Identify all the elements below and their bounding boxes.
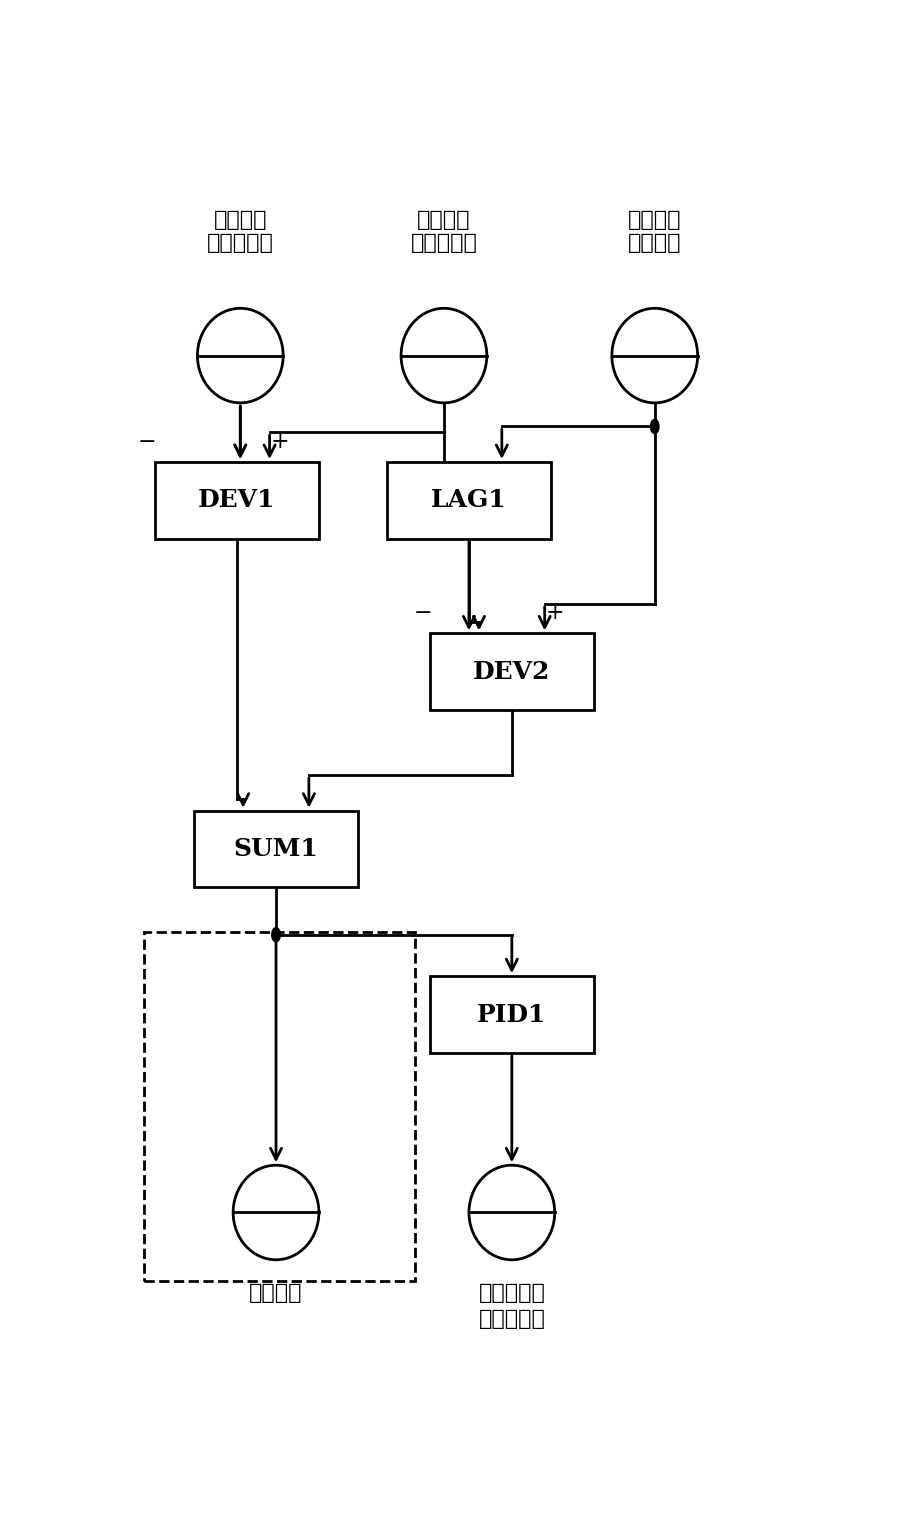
Bar <box>155 462 319 539</box>
Ellipse shape <box>401 309 487 402</box>
Text: 二级过热汽: 二级过热汽 <box>479 1283 545 1303</box>
Ellipse shape <box>612 309 698 402</box>
Circle shape <box>272 927 280 942</box>
Ellipse shape <box>197 309 283 402</box>
Text: −: − <box>413 602 431 623</box>
Text: 二级过热
汽温设定值: 二级过热 汽温设定值 <box>207 210 274 253</box>
Bar <box>430 976 594 1053</box>
Text: LAG1: LAG1 <box>431 488 507 513</box>
Ellipse shape <box>233 1165 319 1260</box>
Text: 二级过热
汽温反馈值: 二级过热 汽温反馈值 <box>410 210 478 253</box>
Bar <box>430 634 594 711</box>
Text: 前馈信号: 前馈信号 <box>249 1283 302 1303</box>
Text: PID1: PID1 <box>478 1002 547 1027</box>
Text: DEV1: DEV1 <box>198 488 276 513</box>
Text: SUM1: SUM1 <box>233 837 318 861</box>
Circle shape <box>650 419 659 433</box>
Ellipse shape <box>469 1165 555 1260</box>
Text: 二级导前
汽温信号: 二级导前 汽温信号 <box>628 210 681 253</box>
Text: +: + <box>545 602 564 623</box>
Text: 温自动输出: 温自动输出 <box>479 1309 545 1329</box>
Bar <box>144 932 415 1282</box>
Text: +: + <box>270 430 289 453</box>
Bar <box>194 810 358 887</box>
Text: DEV2: DEV2 <box>473 660 550 683</box>
Bar <box>387 462 551 539</box>
Text: −: − <box>138 430 157 453</box>
